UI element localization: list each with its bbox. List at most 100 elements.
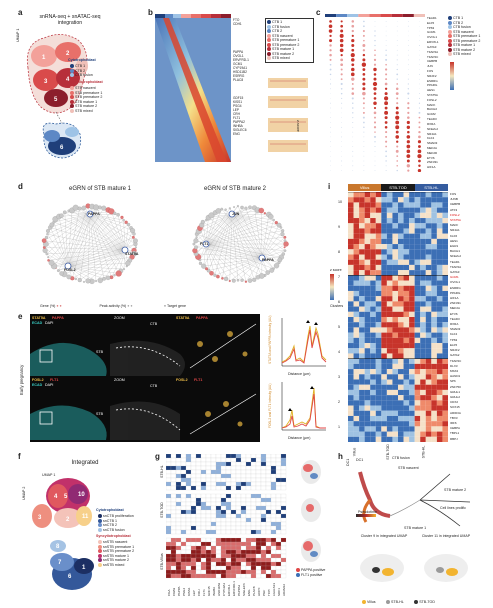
dot	[407, 131, 410, 134]
heat-cell	[431, 359, 437, 364]
heat-cell	[420, 338, 426, 343]
heat-cell	[370, 301, 376, 306]
heat-cell	[437, 411, 443, 416]
grid-cell	[236, 562, 241, 566]
heat-cell	[437, 223, 443, 228]
heat-cell	[437, 239, 443, 244]
legend-item: CTB fusion	[70, 73, 93, 78]
heat-cell	[426, 374, 432, 379]
grid-cell	[206, 454, 211, 458]
grid-cell	[256, 550, 261, 554]
heat-cell	[420, 213, 426, 218]
grid-cell	[266, 554, 271, 558]
heat-cell	[381, 385, 387, 390]
heat-cell	[409, 400, 415, 405]
heat-cell	[387, 327, 393, 332]
grid-cell	[221, 514, 226, 518]
edge	[206, 244, 246, 282]
dot	[352, 146, 353, 147]
grid-cell	[251, 494, 256, 498]
grid-cell	[251, 542, 256, 546]
dot	[351, 73, 355, 77]
grid-cell	[236, 478, 241, 482]
grid-cell	[276, 522, 281, 526]
grid-cell	[206, 506, 211, 510]
dot	[363, 49, 365, 51]
traj-label: Cell lines prolific	[440, 506, 466, 511]
node	[132, 232, 135, 235]
dot	[408, 36, 409, 37]
heat-cell	[404, 411, 410, 416]
grid-cell	[216, 570, 221, 574]
grid-cell	[231, 458, 236, 462]
heat-cell	[420, 432, 426, 437]
grid-cell	[211, 482, 216, 486]
heat-cell	[437, 390, 443, 395]
grid-cell	[206, 458, 211, 462]
heat-cell	[348, 239, 354, 244]
heat-cell	[365, 374, 371, 379]
heat-cell	[404, 359, 410, 364]
heat-cell	[359, 260, 365, 265]
dot	[330, 170, 331, 171]
grid-cell	[191, 550, 196, 554]
heat-cell	[420, 281, 426, 286]
grid-cell	[276, 550, 281, 554]
grid-cell	[246, 546, 251, 550]
heat-cell	[431, 343, 437, 348]
heat-cell	[398, 234, 404, 239]
dot	[407, 160, 410, 163]
heat-cell	[348, 426, 354, 431]
heat-cell	[431, 228, 437, 233]
heat-cell	[420, 364, 426, 369]
dot	[330, 64, 332, 66]
heat-cell	[348, 364, 354, 369]
heat-cell	[365, 270, 371, 275]
grid-cell	[181, 510, 186, 514]
ch-fosl2-2: FOSL2	[176, 378, 188, 383]
node	[256, 275, 260, 279]
grid-cell	[186, 554, 191, 558]
heat-cell	[431, 296, 437, 301]
heat-cell	[398, 338, 404, 343]
node	[47, 259, 49, 261]
node	[248, 206, 251, 209]
heat-cell	[376, 192, 382, 197]
grid-cell	[216, 562, 221, 566]
heat-cell	[398, 380, 404, 385]
grid-cell	[196, 462, 201, 466]
heat-cell	[404, 406, 410, 411]
heat-cell	[442, 275, 448, 280]
dot	[363, 122, 365, 124]
heat-cell	[376, 421, 382, 426]
heat-cell	[392, 281, 398, 286]
heat-cell	[365, 291, 371, 296]
heat-cell	[398, 327, 404, 332]
grid-cell	[181, 482, 186, 486]
heat-cell	[381, 228, 387, 233]
heat-cell	[437, 307, 443, 312]
heat-cell	[392, 208, 398, 213]
grid-cell	[176, 474, 181, 478]
heat-cell	[426, 312, 432, 317]
row-cluster-label: 4	[338, 350, 340, 355]
grid-cell	[186, 478, 191, 482]
heat-cell	[392, 385, 398, 390]
dot	[374, 40, 375, 41]
heat-cell	[365, 432, 371, 437]
heat-cell	[359, 416, 365, 421]
heat-cell	[348, 223, 354, 228]
grid-cell	[206, 542, 211, 546]
dot	[384, 111, 388, 115]
heat-cell	[365, 348, 371, 353]
heat-cell	[392, 270, 398, 275]
heat-cell	[359, 406, 365, 411]
heat-cell	[426, 390, 432, 395]
heat-cell	[376, 301, 382, 306]
grid-cell	[201, 458, 206, 462]
heat-cell	[392, 400, 398, 405]
node	[86, 279, 91, 284]
heat-cell	[437, 275, 443, 280]
heat-cell	[420, 228, 426, 233]
heat-cell	[376, 322, 382, 327]
